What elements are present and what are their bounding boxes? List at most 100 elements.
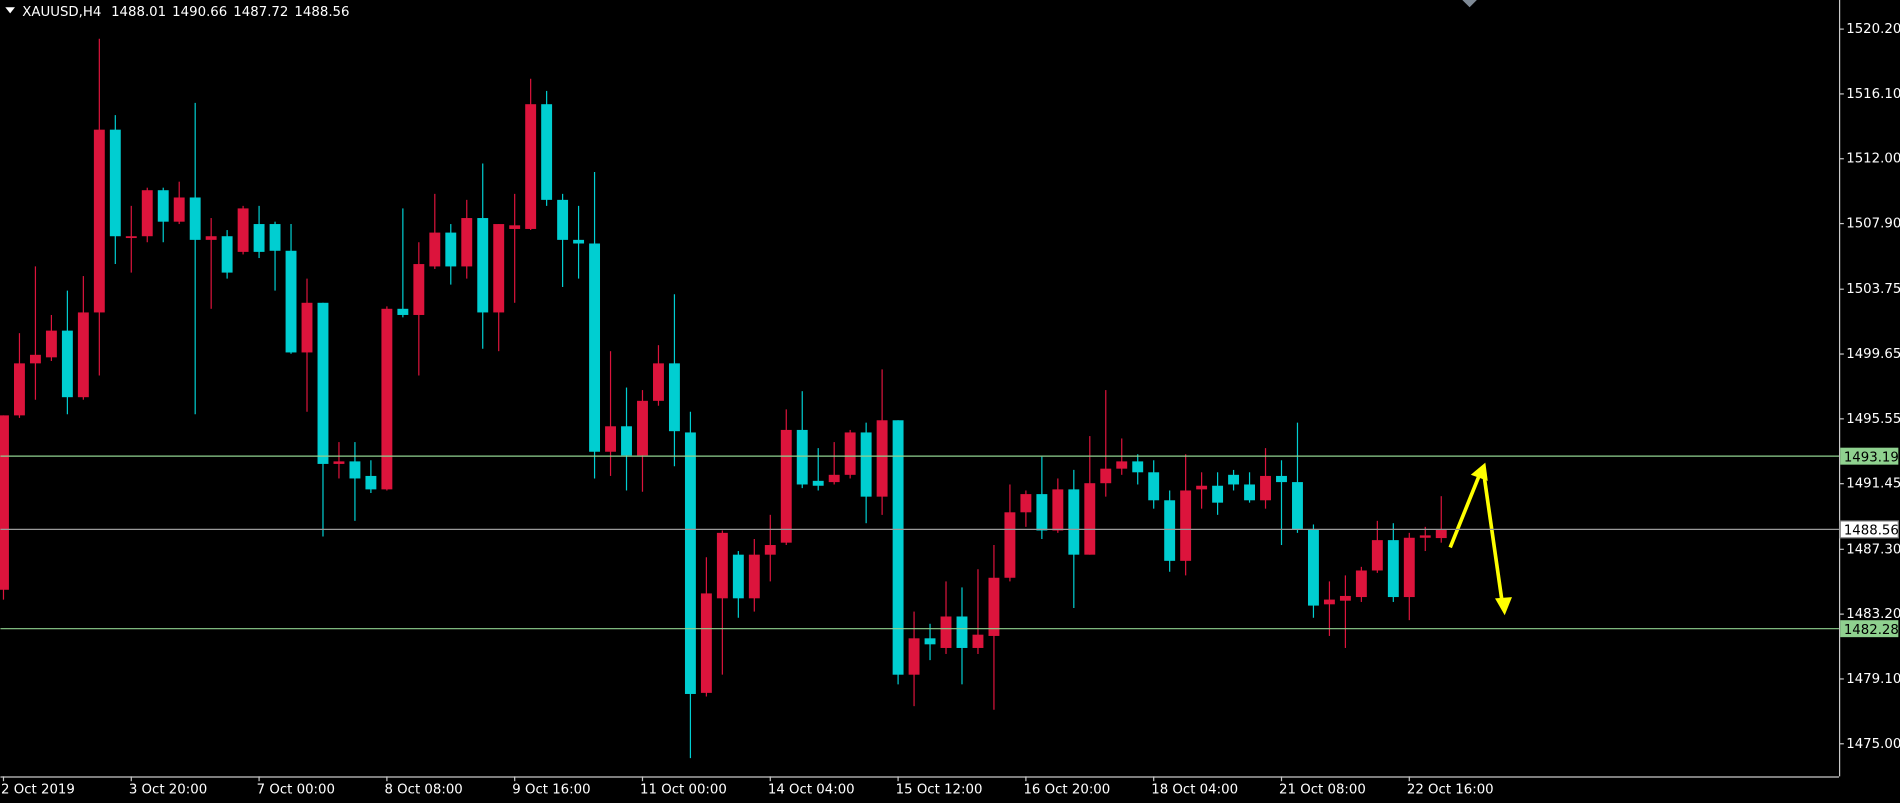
candle-body — [461, 218, 473, 267]
candle-body — [812, 480, 824, 486]
candle-body — [445, 232, 457, 267]
candle-body — [988, 577, 1000, 636]
candle-body — [589, 243, 601, 452]
candle-body — [1084, 483, 1096, 555]
candle-body — [940, 616, 952, 648]
candle-body — [1419, 535, 1431, 538]
x-tick-label: 22 Oct 16:00 — [1407, 783, 1494, 798]
candle-body — [796, 429, 808, 485]
x-tick-label: 2 Oct 2019 — [1, 783, 75, 798]
candle-body — [109, 129, 121, 237]
candle-body — [1307, 529, 1319, 606]
candle-body — [1260, 475, 1271, 501]
y-tick-label: 1520.20 — [1846, 22, 1900, 37]
price-level-box — [1840, 447, 1899, 465]
candle-body — [1212, 485, 1224, 503]
candle-body — [621, 426, 632, 456]
x-tick-label: 15 Oct 12:00 — [896, 783, 983, 798]
candle-body — [748, 554, 760, 599]
candle-body — [828, 474, 840, 483]
x-tick-label: 18 Oct 04:00 — [1151, 783, 1238, 798]
candle-body — [1403, 537, 1415, 598]
x-tick-label: 3 Oct 20:00 — [129, 783, 207, 798]
header-high: 1490.66 — [172, 5, 227, 20]
candle-body — [237, 208, 249, 252]
y-tick-label: 1516.10 — [1846, 87, 1900, 102]
candle-body — [285, 250, 297, 353]
candle-body — [509, 225, 521, 229]
candle-body — [908, 638, 920, 675]
candle-body — [14, 363, 25, 416]
x-tick-label: 11 Oct 00:00 — [640, 783, 727, 798]
candle-body — [541, 104, 553, 200]
candle-body — [477, 218, 489, 313]
candle-body — [732, 554, 744, 599]
price-level-label: 1493.19 — [1844, 450, 1899, 465]
y-tick-label: 1483.20 — [1846, 607, 1900, 622]
candle-body — [29, 354, 41, 364]
x-tick-label: 7 Oct 00:00 — [257, 783, 335, 798]
candle-body — [1100, 468, 1112, 484]
y-tick-label: 1479.10 — [1846, 672, 1900, 687]
candle-body — [1371, 540, 1383, 571]
candle-body — [269, 224, 281, 251]
x-tick-label: 14 Oct 04:00 — [768, 783, 855, 798]
y-tick-label: 1507.90 — [1846, 217, 1900, 232]
candle-body — [493, 224, 505, 313]
candle-body — [365, 475, 377, 490]
header-low: 1487.72 — [233, 5, 288, 20]
candle-body — [1435, 529, 1447, 539]
y-tick-label: 1495.55 — [1846, 412, 1900, 427]
candle-body — [924, 638, 936, 645]
candle-body — [173, 197, 185, 222]
candle-body — [844, 432, 856, 475]
x-tick-label: 8 Oct 08:00 — [384, 783, 462, 798]
candle-body — [1052, 489, 1064, 531]
candle-body — [1355, 570, 1367, 598]
candle-body — [684, 432, 696, 694]
candle-body — [1020, 494, 1032, 513]
candle-body — [780, 429, 792, 543]
candle-body — [1132, 461, 1144, 473]
candle-body — [429, 232, 441, 267]
candle-body — [1196, 485, 1208, 490]
candle-body — [141, 190, 153, 237]
menu-triangle — [5, 7, 15, 14]
x-tick-label: 16 Oct 20:00 — [1023, 783, 1110, 798]
candle-body — [653, 363, 664, 401]
price-level-label: 1482.28 — [1844, 623, 1899, 638]
y-tick-label: 1503.75 — [1846, 282, 1900, 297]
candle-body — [557, 199, 569, 240]
candle-body — [125, 236, 137, 239]
candle-body — [637, 400, 648, 456]
y-tick-label: 1487.30 — [1846, 542, 1900, 557]
y-tick-label: 1491.45 — [1846, 477, 1900, 492]
candle-body — [1244, 484, 1255, 501]
candle-body — [668, 363, 680, 432]
candle-body — [605, 426, 616, 452]
candle-body — [93, 129, 105, 313]
candle-body — [45, 330, 57, 358]
candle-body — [956, 616, 968, 648]
candle-body — [1339, 595, 1351, 601]
candle-body — [317, 302, 329, 464]
candle-body — [1004, 512, 1016, 578]
x-tick-label: 21 Oct 08:00 — [1279, 783, 1366, 798]
candle-body — [1180, 490, 1192, 561]
candle-body — [573, 239, 585, 244]
candle-body — [700, 593, 712, 693]
candle-body — [1148, 472, 1160, 501]
candles — [0, 38, 1447, 759]
candle-body — [349, 461, 361, 479]
price-level-box — [1840, 620, 1899, 638]
candle-body — [333, 461, 345, 464]
candle-body — [1387, 540, 1399, 598]
candle-body — [1036, 494, 1048, 531]
chart-shift-marker — [1462, 0, 1477, 8]
candle-body — [397, 308, 409, 315]
candle-body — [0, 415, 9, 590]
candle-body — [221, 236, 233, 273]
y-tick-label: 1475.00 — [1846, 737, 1900, 752]
